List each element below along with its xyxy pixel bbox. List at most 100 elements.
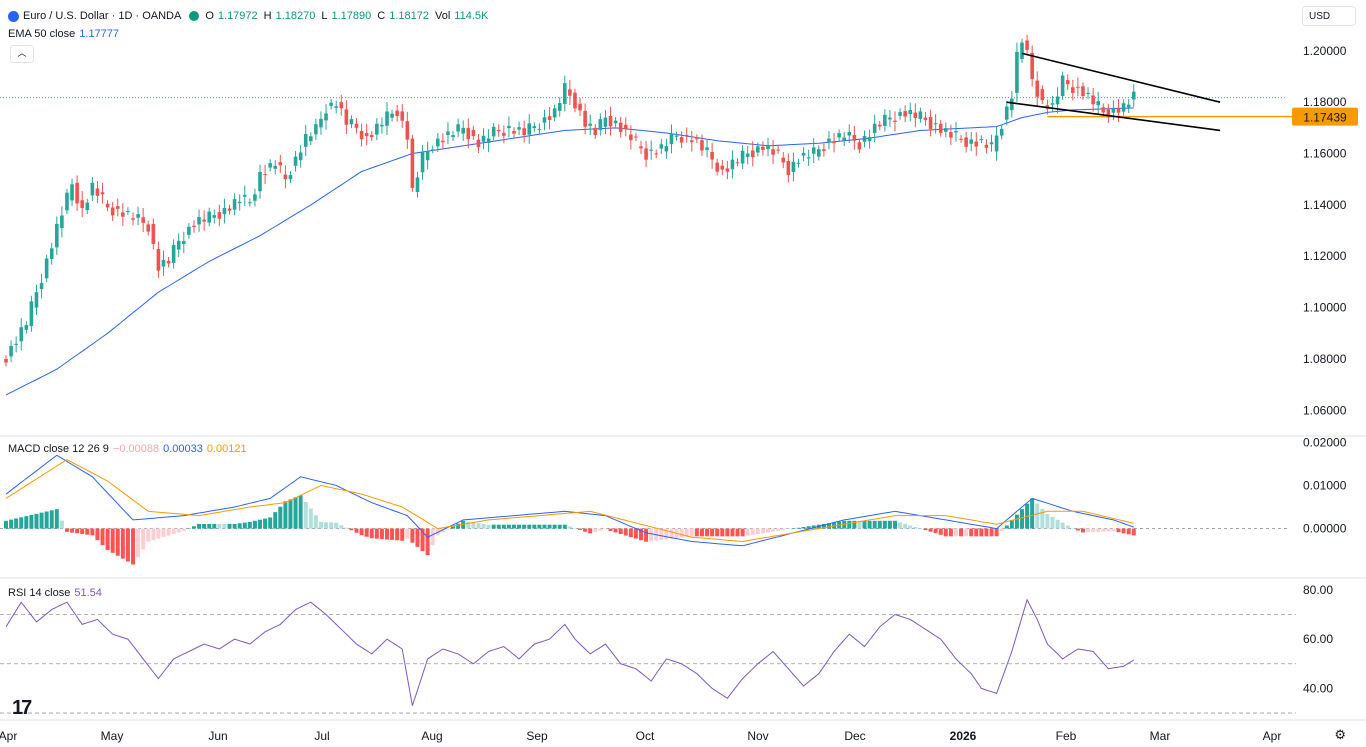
candle-body — [674, 135, 679, 137]
macd-histogram-bar — [760, 528, 765, 534]
settings-gear-icon[interactable]: ⚙ — [1334, 727, 1346, 742]
macd-histogram-bar — [755, 528, 760, 534]
candle-body — [537, 128, 542, 130]
macd-histogram-bar — [659, 528, 664, 540]
macd-histogram-bar — [273, 512, 278, 529]
macd-histogram-bar — [110, 528, 115, 553]
macd-histogram-bar — [501, 524, 506, 529]
candle-body — [1111, 107, 1116, 113]
candle-body — [761, 146, 765, 150]
macd-histogram-bar — [740, 528, 745, 537]
candle-body — [496, 129, 501, 132]
macd-histogram-bar — [598, 528, 603, 531]
candle-body — [263, 174, 267, 176]
rsi-line — [5, 598, 1135, 706]
macd-histogram-bar — [1106, 528, 1111, 532]
macd-histogram-bar — [227, 523, 232, 529]
candle-body — [964, 137, 968, 147]
macd-histogram-bar — [151, 528, 156, 541]
candle-body — [811, 147, 816, 154]
rsi-axis-tick: 80.00 — [1303, 583, 1333, 597]
candle-body — [166, 260, 171, 264]
macd-histogram-bar — [329, 522, 334, 529]
candle-body — [817, 149, 821, 157]
macd-histogram-bar — [1101, 528, 1106, 532]
macd-histogram-bar — [496, 524, 501, 529]
macd-histogram-bar — [613, 528, 618, 533]
candle-body — [877, 124, 882, 127]
candle-body — [827, 138, 831, 142]
candle-body — [227, 208, 232, 211]
macd-histogram-bar — [786, 528, 791, 530]
rsi-axis-tick: 60.00 — [1303, 632, 1333, 646]
candle-body — [242, 194, 247, 197]
candle-body — [933, 123, 938, 125]
candle-body — [679, 137, 684, 143]
candle-body — [212, 215, 217, 218]
candle-body — [954, 131, 958, 133]
macd-legend[interactable]: MACD close 12 26 9 −0.00088 0.00033 0.00… — [8, 443, 251, 455]
macd-histogram-bar — [689, 528, 694, 537]
candle-body — [639, 146, 643, 149]
macd-histogram-bar — [628, 528, 633, 538]
macd-histogram-bar — [410, 528, 415, 543]
macd-histogram-bar — [771, 528, 776, 532]
candle-body — [9, 345, 13, 357]
candle-body — [207, 211, 211, 223]
currency-selector[interactable]: USD — [1302, 6, 1356, 26]
rsi-legend[interactable]: RSI 14 close 51.54 — [8, 587, 106, 599]
macd-histogram-bar — [1004, 525, 1009, 529]
candle-body — [283, 174, 288, 180]
wedge-trendline — [1006, 101, 1221, 132]
candle-body — [959, 138, 963, 140]
macd-histogram-bar — [136, 528, 141, 557]
macd-histogram-bar — [567, 526, 572, 529]
candle-body — [913, 112, 918, 118]
macd-histogram-bar — [806, 526, 811, 529]
symbol-title[interactable]: Euro / U.S. Dollar · 1D · OANDA — [23, 10, 182, 22]
collapse-legend-button[interactable]: ︿ — [10, 45, 34, 63]
macd-histogram-bar — [476, 523, 481, 529]
candle-body — [324, 113, 328, 121]
macd-histogram-bar — [506, 524, 511, 529]
macd-histogram-bar — [898, 522, 903, 529]
time-axis-tick: Dec — [844, 729, 865, 743]
ema-legend[interactable]: EMA 50 close 1.17777 — [8, 28, 123, 40]
chevron-up-icon: ︿ — [17, 48, 27, 58]
macd-histogram-bar — [156, 528, 161, 539]
high-label: H — [263, 10, 272, 22]
macd-histogram-bar — [486, 524, 491, 529]
candle-body — [156, 249, 161, 271]
candle-body — [979, 139, 984, 141]
time-axis-tick: Apr — [0, 729, 17, 743]
macd-histogram-bar — [979, 528, 984, 537]
macd-histogram-bar — [938, 528, 943, 535]
macd-histogram-bar — [471, 522, 476, 529]
macd-histogram-bar — [252, 520, 257, 529]
candle-body — [1035, 80, 1040, 97]
macd-histogram-bar — [212, 523, 217, 529]
candle-body — [446, 131, 450, 136]
macd-histogram-bar — [105, 528, 110, 550]
candle-body — [918, 111, 923, 119]
candle-body — [222, 207, 227, 215]
candle-body — [430, 149, 435, 151]
macd-histogram-bar — [1086, 528, 1091, 533]
candle-body — [466, 127, 471, 140]
tradingview-logo[interactable]: 17 — [12, 697, 32, 719]
close-label: C — [377, 10, 386, 22]
macd-histogram-bar — [705, 528, 710, 537]
candle-body — [725, 168, 730, 172]
candle-body — [507, 125, 511, 129]
candle-body — [730, 159, 735, 170]
candle-body — [832, 142, 836, 144]
macd-histogram-bar — [679, 528, 684, 538]
macd-histogram-bar — [202, 523, 207, 529]
price-axis-tick: 1.16000 — [1303, 147, 1347, 161]
candle-body — [1116, 108, 1121, 113]
candle-body — [593, 127, 598, 136]
candle-body — [857, 142, 862, 150]
time-axis-tick: May — [101, 729, 124, 743]
candle-body — [354, 123, 359, 128]
